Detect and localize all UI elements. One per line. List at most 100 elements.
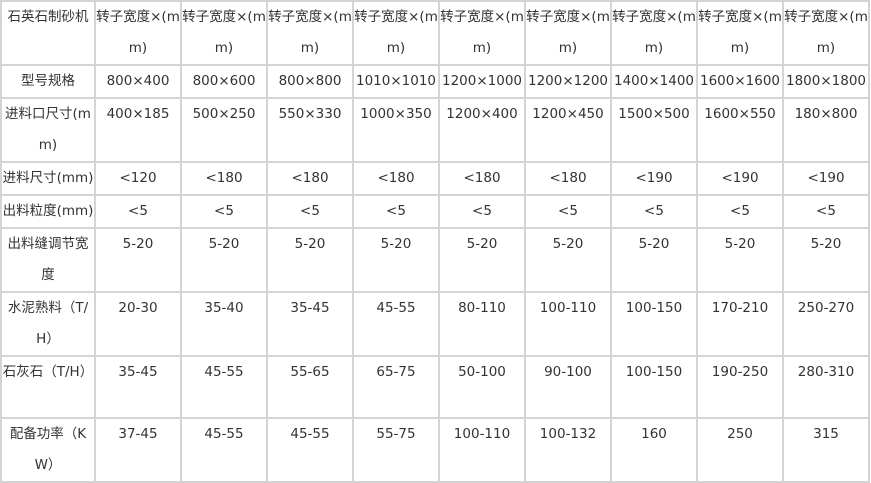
table-cell: 45-55 [180, 355, 268, 419]
table-cell: 5-20 [610, 227, 698, 293]
table-cell: <180 [180, 161, 268, 196]
table-cell: 5-20 [524, 227, 612, 293]
table-cell: 100-150 [610, 291, 698, 357]
table-cell: 280-310 [782, 355, 870, 419]
table-cell: 5-20 [438, 227, 526, 293]
table-cell: <190 [696, 161, 784, 196]
table-cell: <180 [438, 161, 526, 196]
table-cell: 160 [610, 417, 698, 483]
table-row: 出料粒度(mm) <5 <5 <5 <5 <5 <5 <5 <5 <5 [0, 194, 870, 229]
table-cell: 100-110 [524, 291, 612, 357]
table-cell: 35-40 [180, 291, 268, 357]
table-cell: <190 [782, 161, 870, 196]
header-row: 石英石制砂机 转子宽度×(mm) 转子宽度×(mm) 转子宽度×(mm) 转子宽度×(m… [0, 0, 870, 66]
table-cell: 315 [782, 417, 870, 483]
table-cell: 5-20 [180, 227, 268, 293]
header-cell: 转子宽度×(mm) [438, 0, 526, 66]
table-cell: 55-65 [266, 355, 354, 419]
table-cell: 90-100 [524, 355, 612, 419]
table-cell: 65-75 [352, 355, 440, 419]
table-cell: 180×800 [782, 97, 870, 163]
header-cell: 转子宽度×(mm) [696, 0, 784, 66]
row-label: 石灰石（T/H） [0, 355, 96, 419]
table-cell: <5 [782, 194, 870, 229]
table-cell: 20-30 [94, 291, 182, 357]
row-label: 出料缝调节宽度 [0, 227, 96, 293]
table-cell: 1400×1400 [610, 64, 698, 99]
table-cell: 1600×550 [696, 97, 784, 163]
table-cell: 50-100 [438, 355, 526, 419]
row-label: 型号规格 [0, 64, 96, 99]
table-row: 进料尺寸(mm) <120 <180 <180 <180 <180 <180 <190 <190… [0, 161, 870, 196]
table-cell: <120 [94, 161, 182, 196]
row-label: 进料口尺寸(mm) [0, 97, 96, 163]
table-cell: 1500×500 [610, 97, 698, 163]
row-label: 出料粒度(mm) [0, 194, 96, 229]
table-row: 型号规格 800×400 800×600 800×800 1010×1010 1200×1… [0, 64, 870, 99]
row-label: 水泥熟料（T/H） [0, 291, 96, 357]
header-cell: 石英石制砂机 [0, 0, 96, 66]
table-cell: <180 [266, 161, 354, 196]
table-cell: 35-45 [94, 355, 182, 419]
table-cell: <180 [524, 161, 612, 196]
row-label: 配备功率（KW） [0, 417, 96, 483]
table-cell: 5-20 [266, 227, 354, 293]
table-cell: 170-210 [696, 291, 784, 357]
table-cell: <5 [352, 194, 440, 229]
table-cell: 800×400 [94, 64, 182, 99]
table-cell: 5-20 [94, 227, 182, 293]
header-cell: 转子宽度×(mm) [180, 0, 268, 66]
table-cell: 800×800 [266, 64, 354, 99]
table-cell: <180 [352, 161, 440, 196]
table-cell: <5 [266, 194, 354, 229]
table-cell: 250-270 [782, 291, 870, 357]
table-cell: 55-75 [352, 417, 440, 483]
table-cell: <5 [94, 194, 182, 229]
table-cell: 100-150 [610, 355, 698, 419]
table-cell: 400×185 [94, 97, 182, 163]
table-cell: <5 [610, 194, 698, 229]
table-cell: 1200×1200 [524, 64, 612, 99]
table-cell: 45-55 [180, 417, 268, 483]
table-row: 水泥熟料（T/H） 20-30 35-40 35-45 45-55 80-110 100-1… [0, 291, 870, 357]
table-cell: 1800×1800 [782, 64, 870, 99]
table-row: 出料缝调节宽度 5-20 5-20 5-20 5-20 5-20 5-20 5-20 5-20 5… [0, 227, 870, 293]
table-cell: 37-45 [94, 417, 182, 483]
table-cell: 5-20 [782, 227, 870, 293]
header-cell: 转子宽度×(mm) [94, 0, 182, 66]
table-cell: 80-110 [438, 291, 526, 357]
table-row: 石灰石（T/H） 35-45 45-55 55-65 65-75 50-100 90-100… [0, 355, 870, 419]
table-cell: 45-55 [352, 291, 440, 357]
table-cell: 100-110 [438, 417, 526, 483]
table-cell: 250 [696, 417, 784, 483]
table-cell: 1010×1010 [352, 64, 440, 99]
table-cell: 1200×400 [438, 97, 526, 163]
header-cell: 转子宽度×(mm) [266, 0, 354, 66]
table-cell: 1200×1000 [438, 64, 526, 99]
table-cell: 800×600 [180, 64, 268, 99]
header-cell: 转子宽度×(mm) [782, 0, 870, 66]
table-cell: 35-45 [266, 291, 354, 357]
table-cell: <5 [524, 194, 612, 229]
table-cell: <5 [696, 194, 784, 229]
table-cell: 190-250 [696, 355, 784, 419]
row-label: 进料尺寸(mm) [0, 161, 96, 196]
table-cell: 1000×350 [352, 97, 440, 163]
header-cell: 转子宽度×(mm) [610, 0, 698, 66]
table-cell: 500×250 [180, 97, 268, 163]
table-cell: 550×330 [266, 97, 354, 163]
table-cell: <5 [438, 194, 526, 229]
table-cell: 45-55 [266, 417, 354, 483]
table-cell: <5 [180, 194, 268, 229]
table-row: 进料口尺寸(mm) 400×185 500×250 550×330 1000×350 12… [0, 97, 870, 163]
table-row: 配备功率（KW） 37-45 45-55 45-55 55-75 100-110 100-1… [0, 417, 870, 483]
table-cell: 100-132 [524, 417, 612, 483]
table-cell: 5-20 [696, 227, 784, 293]
header-cell: 转子宽度×(mm) [524, 0, 612, 66]
table-cell: 1200×450 [524, 97, 612, 163]
table-cell: <190 [610, 161, 698, 196]
table-cell: 1600×1600 [696, 64, 784, 99]
table-cell: 5-20 [352, 227, 440, 293]
header-cell: 转子宽度×(mm) [352, 0, 440, 66]
